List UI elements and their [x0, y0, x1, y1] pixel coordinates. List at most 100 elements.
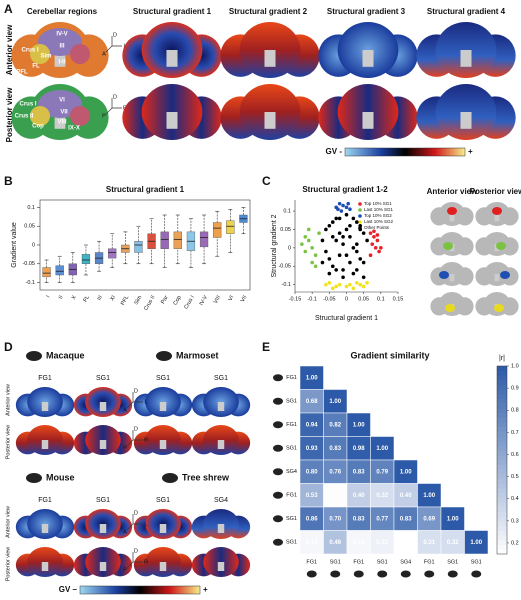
colorbar-tick-label: 0.8	[511, 408, 519, 414]
x-tick-label: Cop	[173, 295, 183, 307]
point	[341, 242, 345, 246]
orientation-label: A	[123, 407, 127, 413]
cell-label: 0.70	[329, 516, 341, 522]
point	[372, 235, 376, 239]
point	[330, 235, 335, 239]
region-label: Crus I	[21, 48, 38, 54]
point	[351, 216, 356, 221]
panel-title: Structural gradient 4	[427, 7, 506, 16]
point	[320, 260, 325, 265]
colorbar	[344, 147, 466, 157]
species-icon	[162, 473, 178, 483]
box	[55, 265, 64, 276]
y-tick-label: 0	[288, 245, 291, 251]
brainstem	[41, 440, 49, 449]
point	[344, 227, 349, 232]
x-tick-label: 0.15	[393, 296, 404, 302]
orientation-label: D	[134, 426, 138, 432]
row-label: FG1	[286, 375, 297, 381]
orientation-label: P	[102, 113, 106, 119]
point	[317, 231, 321, 235]
cell-label: 1.00	[329, 399, 341, 405]
colorbar-step	[497, 384, 507, 390]
colorbar-step	[497, 370, 507, 376]
species-icon	[273, 421, 283, 429]
species-icon	[400, 570, 411, 578]
point	[341, 235, 345, 239]
point	[330, 286, 335, 291]
region-label: Crus I	[19, 102, 36, 108]
colorbar-step	[497, 460, 507, 465]
point	[337, 282, 342, 287]
col-label: FG1	[424, 559, 435, 565]
col-label: FG1	[306, 559, 317, 565]
region-label: PFL	[16, 70, 28, 76]
highlight	[492, 207, 502, 215]
brainstem	[99, 524, 107, 533]
colorbar-step	[497, 521, 507, 527]
cell	[464, 530, 489, 555]
orientation-label: D	[113, 32, 117, 38]
x-tick-label: 0	[345, 296, 348, 302]
cell-label: 0.83	[400, 516, 412, 522]
y-tick-label: -0.05	[278, 264, 291, 270]
highlight	[500, 271, 510, 279]
orientation-axes	[105, 36, 122, 53]
brainstem	[159, 440, 167, 449]
brainstem	[54, 50, 66, 67]
cell-label: 0.40	[400, 493, 412, 499]
panel-label: E	[262, 340, 270, 354]
view-label: Posterior view	[5, 425, 11, 460]
y-tick-label: 0.05	[280, 227, 291, 233]
cell-label: 1.00	[470, 540, 482, 546]
x-tick-label: II	[58, 294, 65, 300]
species-icon	[156, 351, 172, 361]
x-tick-label: Crus II	[143, 294, 157, 311]
chart-title: Gradient similarity	[350, 350, 429, 360]
point	[361, 284, 366, 289]
view-label: Anterior view	[5, 506, 11, 538]
point	[355, 249, 359, 254]
colorbar-step	[497, 464, 507, 470]
point	[313, 264, 318, 269]
point	[344, 284, 349, 289]
cell-label: 0.80	[306, 469, 318, 475]
point	[355, 220, 359, 224]
point	[377, 249, 381, 254]
orientation-label: D	[134, 548, 138, 554]
colorbar-step	[497, 549, 507, 555]
legend-label: Top 10% SG2	[364, 213, 392, 218]
panel-title: Cerebellar regions	[27, 7, 98, 16]
species-icon	[273, 491, 283, 499]
colorbar-label: GV –	[59, 585, 78, 594]
cell-label: 0.77	[376, 516, 388, 522]
box	[160, 231, 169, 249]
orientation-label: D	[134, 388, 138, 394]
box	[108, 248, 117, 259]
region-label: I-II	[59, 60, 66, 66]
point	[310, 260, 314, 265]
col-label: SG1	[471, 559, 482, 565]
colorbar-step	[497, 422, 507, 428]
orientation-label: A	[102, 51, 106, 57]
brainstem	[460, 50, 472, 67]
brainstem	[449, 274, 455, 282]
region	[70, 44, 90, 64]
col-label: SG4	[400, 559, 411, 565]
row-label: SG1	[286, 399, 297, 405]
species-icon	[273, 444, 283, 452]
orientation-label: R	[144, 559, 148, 565]
view-label: Anterior view	[5, 24, 14, 75]
cell-label: 0.16	[329, 493, 341, 499]
colorbar-step	[497, 389, 507, 395]
colorbar-tick-label: 1.0	[511, 363, 519, 369]
x-tick-label: IV-V	[199, 294, 210, 306]
colorbar-step	[497, 366, 507, 371]
colorbar-tick-label: 0.4	[511, 496, 519, 502]
species-icon	[26, 351, 42, 361]
point	[348, 235, 352, 239]
brainstem	[494, 274, 500, 282]
cell-label: 0.22	[376, 540, 388, 546]
plot-frame	[39, 199, 251, 291]
